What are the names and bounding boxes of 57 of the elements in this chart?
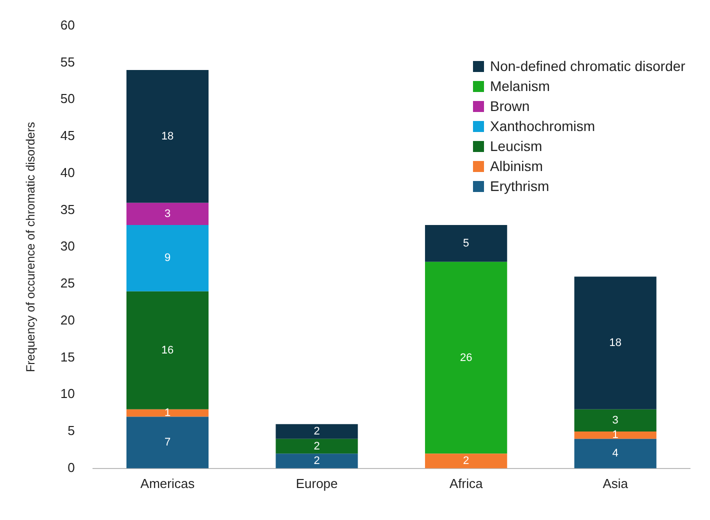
- data-label: 7: [164, 436, 171, 449]
- bar: [126, 224, 209, 292]
- bar: [574, 432, 656, 439]
- bar: [574, 409, 656, 432]
- data-label: 18: [609, 337, 622, 350]
- x-tick-label: Asia: [602, 476, 629, 491]
- bar: [425, 262, 508, 454]
- data-label: 2: [314, 440, 320, 452]
- bar: [574, 438, 656, 468]
- bar: [126, 409, 209, 417]
- data-label: 9: [164, 252, 171, 264]
- y-tick-label: 25: [60, 276, 75, 291]
- y-tick-label: 30: [60, 238, 75, 254]
- y-tick-label: 35: [60, 202, 75, 217]
- x-tick-label: Europe: [296, 476, 338, 491]
- y-tick-label: 0: [68, 460, 75, 475]
- legend-label: Melanism: [489, 76, 551, 96]
- y-tick-label: 20: [60, 312, 75, 328]
- data-label: 18: [161, 130, 174, 142]
- y-tick-label: 5: [68, 423, 75, 438]
- legend-label: Xanthochromism: [489, 116, 596, 136]
- y-tick-label: 10: [60, 386, 75, 402]
- legend-label: Brown: [489, 96, 531, 116]
- bar: [276, 454, 358, 468]
- x-tick-label: Africa: [449, 476, 484, 491]
- y-tick-label: 60: [60, 17, 75, 32]
- data-label: 3: [164, 208, 171, 220]
- data-label: 2: [314, 455, 320, 468]
- bar: [126, 416, 209, 468]
- data-label: 26: [460, 352, 472, 364]
- bar: [425, 454, 508, 468]
- legend-label: Non-defined chromatic disorder: [489, 56, 686, 76]
- bar: [425, 224, 508, 262]
- y-tick-label: 40: [60, 164, 75, 180]
- data-label: 16: [161, 344, 174, 356]
- bar: [126, 70, 209, 203]
- data-label: 3: [612, 414, 618, 426]
- data-label: 1: [164, 407, 171, 420]
- x-tick-label: Americas: [140, 476, 196, 491]
- legend-label: Leucism: [489, 136, 544, 156]
- data-label: 1: [612, 429, 618, 442]
- bar: [126, 202, 209, 225]
- legend-label: Erythrism: [489, 176, 550, 196]
- bar: [276, 424, 358, 439]
- y-axis-title: Frequency of occurence of chromatic disorders: [24, 122, 38, 372]
- y-tick-label: 55: [60, 54, 75, 70]
- data-label: 5: [463, 237, 470, 250]
- legend-label: Albinism: [489, 156, 544, 176]
- data-label: 2: [314, 426, 320, 438]
- y-tick-label: 45: [60, 128, 75, 144]
- bar: [126, 291, 209, 410]
- y-tick-label: 15: [60, 349, 75, 364]
- y-tick-label: 50: [60, 91, 75, 106]
- bar: [574, 276, 656, 410]
- bar: [276, 438, 358, 454]
- data-label: 4: [612, 448, 618, 460]
- data-label: 2: [463, 455, 470, 468]
